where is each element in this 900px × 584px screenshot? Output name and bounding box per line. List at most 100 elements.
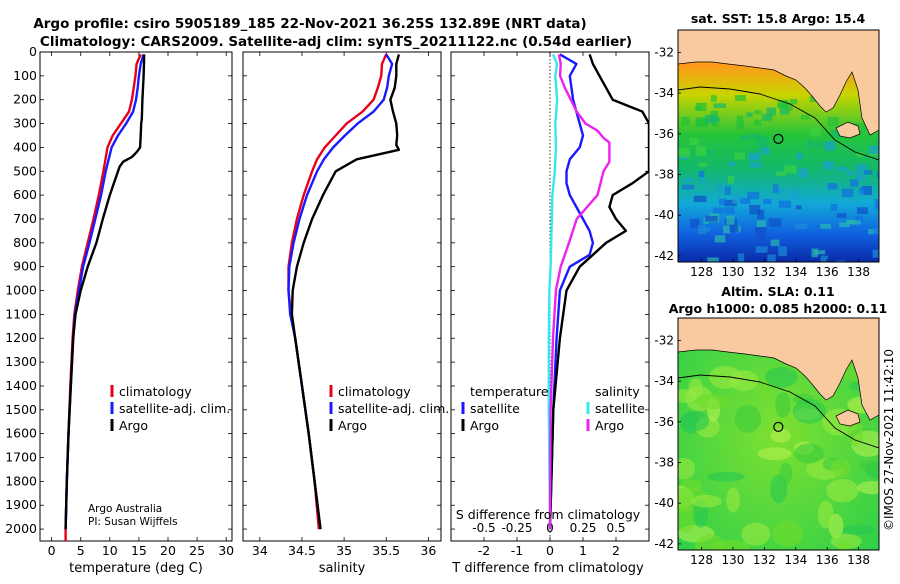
sla-patches: [678, 352, 879, 550]
sst-cell: [734, 152, 745, 160]
sst-cell: [868, 145, 879, 154]
sst-cell: [689, 137, 699, 146]
figure-title-line1: Argo profile: csiro 5905189_185 22-Nov-2…: [33, 16, 586, 32]
differences-series-salinity-argo: [548, 54, 611, 530]
map-x-tick-label: 130: [722, 265, 745, 279]
x-tick-label: 34.5: [288, 543, 316, 558]
sst-cell: [749, 204, 761, 215]
y-tick-label: 600: [13, 187, 37, 202]
sst-cell: [878, 97, 879, 105]
sst-cell: [822, 161, 834, 170]
sst-cell: [695, 145, 707, 156]
map-y-tick-label: -36: [654, 127, 674, 141]
sst-cell: [738, 253, 745, 262]
sst-cell: [749, 162, 762, 168]
sst-cell: [770, 239, 780, 247]
sst-cell: [713, 103, 727, 109]
sst-cell: [754, 110, 762, 115]
sst-cell: [778, 246, 787, 257]
sst-cell: [746, 112, 753, 117]
top-tick-label: 0.25: [570, 521, 597, 535]
salinity-legend: climatology satellite-adj. clim. Argo: [329, 384, 449, 433]
sst-cell: [772, 184, 779, 193]
map-y-tick-label: -42: [654, 249, 674, 263]
sla-cell: [770, 428, 791, 443]
sst-cell: [827, 117, 839, 127]
sst-cell: [795, 205, 802, 210]
sst-cell: [757, 233, 766, 241]
temperature-axis-ticks: 0100200300400500600700800900100011001200…: [5, 44, 234, 558]
salinity-panel-frame: [242, 51, 442, 542]
sst-cell: [855, 215, 864, 223]
y-tick-label: 900: [13, 259, 37, 274]
sla-cell: [826, 478, 859, 503]
sla-cell: [842, 524, 875, 535]
sla-cell: [779, 462, 793, 485]
sst-cell: [725, 207, 735, 215]
sst-cell: [875, 139, 879, 145]
sla-cell: [691, 494, 722, 508]
sst-cell: [776, 188, 784, 196]
map-y-tick-label: -34: [654, 86, 674, 100]
sst-cell: [836, 213, 847, 218]
sst-cell: [756, 220, 766, 228]
sst-cell: [768, 218, 782, 227]
y-tick-label: 1700: [5, 450, 37, 465]
sst-cell: [718, 198, 727, 206]
map-x-tick-label: 136: [816, 553, 839, 567]
sst-cell: [820, 255, 829, 262]
y-tick-label: 100: [13, 68, 37, 83]
legend-temperature-title: temperature: [470, 384, 549, 399]
sst-cell: [724, 199, 737, 207]
legend-sal-argo-label: Argo: [595, 418, 624, 433]
x-tick-label: 35: [336, 543, 352, 558]
difference-xlabel-top: S difference from climatology: [456, 507, 641, 522]
temperature-panel-frame: [39, 51, 233, 542]
sst-cell: [825, 141, 836, 151]
sst-cell: [813, 141, 826, 149]
sst-cell: [820, 223, 831, 229]
map-y-tick-label: -38: [654, 455, 674, 469]
sst-cell: [798, 168, 808, 178]
top-tick-label: -0.5: [472, 521, 495, 535]
temperature-legend: climatology satellite-adj. clim. Argo: [110, 384, 230, 433]
sst-cell: [710, 110, 719, 118]
sst-cell: [814, 250, 826, 255]
map-y-tick-label: -40: [654, 208, 674, 222]
sst-cell: [704, 215, 718, 222]
y-tick-label: 2000: [5, 521, 37, 536]
sst-cell: [755, 246, 768, 253]
y-tick-label: 1400: [5, 378, 37, 393]
sst-cell: [868, 229, 874, 235]
sla-cell: [857, 480, 879, 495]
map-x-tick-label: 132: [753, 265, 776, 279]
x-tick-label: 0: [546, 543, 554, 558]
sst-cell: [727, 175, 734, 184]
sst-cell: [778, 200, 792, 208]
sst-cell: [767, 254, 776, 262]
legend-argo-label: Argo: [119, 418, 148, 433]
salinity-axis-ticks: 34 34.5 35 35.5 36: [243, 51, 441, 558]
y-tick-label: 1900: [5, 497, 37, 512]
legend-temp-satellite-label: satellite: [470, 401, 520, 416]
sst-cell: [786, 103, 793, 111]
y-tick-label: 400: [13, 139, 37, 154]
sst-cell: [718, 183, 724, 193]
x-tick-label: 34: [252, 543, 268, 558]
salinity-profiles: [287, 53, 401, 530]
sst-cell: [877, 171, 879, 179]
sst-cell: [732, 193, 740, 204]
sst-cell: [856, 152, 864, 157]
sla-cell: [734, 405, 762, 433]
sst-cell: [728, 225, 739, 233]
sst-cell: [754, 119, 762, 126]
sla-cell: [680, 410, 710, 432]
temperature-series-argo: [64, 54, 146, 530]
sst-cell: [779, 108, 790, 115]
sst-cell: [857, 207, 868, 215]
sst-cell: [789, 99, 798, 105]
sst-cell: [762, 198, 772, 204]
sst-cell: [699, 174, 705, 184]
sst-cell: [690, 218, 700, 229]
sla-cell: [837, 538, 852, 550]
